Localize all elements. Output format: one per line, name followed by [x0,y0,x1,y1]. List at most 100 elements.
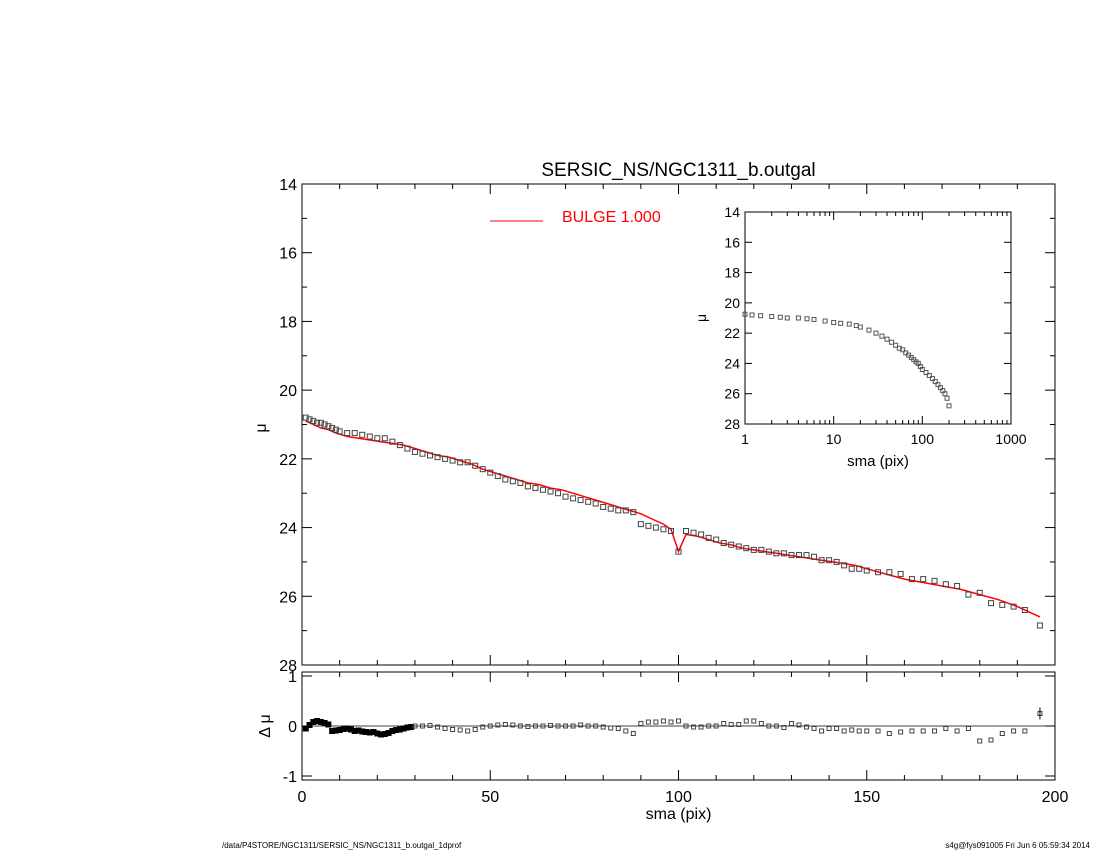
inset-x-tick-label: 100 [911,431,935,447]
residual-data-point [547,723,553,728]
residual-data-point [302,725,309,732]
residual-data-point [819,728,825,734]
inset-y-tick-label: 26 [724,386,740,402]
residual-data-point [932,728,938,734]
residual-data-point [555,723,561,729]
residual-panel: Δ μ sma (pix) -101 0 50 100 150 200 [257,669,1068,823]
residual-data-point [487,723,493,729]
data-point [720,540,727,547]
residual-data-point [472,727,478,732]
residual-data-point [638,721,644,726]
data-series [302,414,1043,629]
residual-ylabel: Δ μ [257,714,274,737]
data-point [735,543,742,550]
inset-panel: μ sma (pix) 14 16 18 20 22 24 26 28 1 10 100 1000 [693,204,1027,470]
residual-data-point [653,719,659,725]
main-ylabel: μ [253,423,270,432]
data-point [803,552,810,559]
data-point [555,490,562,497]
residual-data-point [804,724,810,730]
residual-data-point [585,723,591,729]
inset-y-tick-label: 18 [724,265,740,281]
main-panel: SERSIC_NS/NGC1311_b.outgal μ 14 16 18 20 22 2… [253,160,1056,675]
main-xlabel: sma (pix) [646,806,712,823]
inset-data-point [811,317,817,323]
residual-data-point [811,726,817,731]
data-point [472,462,479,469]
inset-x-ticks: 1 10 100 1000 [741,212,1027,447]
data-point [359,431,366,438]
data-point [728,541,735,548]
inset-y-tick-label: 16 [724,234,740,250]
residual-data-point [698,724,704,730]
inset-data-point [795,315,801,321]
inset-data-point [873,330,879,336]
data-point [818,557,825,564]
residual-data-point [442,726,448,731]
inset-data-point [893,342,899,348]
data-point [942,581,949,588]
data-point [321,421,328,428]
residual-data-point [788,721,794,726]
residual-data-point [721,721,727,726]
residual-data-point [834,726,840,731]
data-point [833,558,840,565]
data-point [547,488,554,495]
residual-data-point [751,718,757,724]
residual-data-point [977,738,983,744]
inset-ylabel: μ [693,314,709,322]
residual-data-point [457,727,463,733]
data-point [667,528,674,535]
x-tick-label: 0 [298,789,307,806]
data-point [987,600,994,607]
residual-data-point [570,723,576,729]
data-point [675,548,682,555]
data-point [743,545,750,552]
data-point [464,459,471,466]
residual-data-point [502,722,508,727]
inset-data-point [926,373,932,379]
data-point [637,521,644,528]
inset-data-point [946,403,952,409]
residual-data-point [593,723,599,729]
data-point [630,509,637,516]
data-point [577,497,584,504]
data-point [863,567,870,574]
residual-data-point [856,728,862,734]
data-point [404,445,411,452]
data-point [698,531,705,538]
inset-data-point [758,313,764,319]
residual-data-point [540,723,546,729]
inset-data-point [923,370,929,376]
data-point [1036,622,1043,629]
residual-data-point [864,728,870,734]
data-point [329,424,336,431]
data-point [494,473,501,480]
data-point [780,550,787,557]
model-series [305,420,1041,618]
residual-data-point [608,725,614,731]
inset-x-tick-label: 1000 [995,431,1026,447]
data-point [773,550,780,557]
residual-data-point [1011,728,1017,734]
residual-data-point [841,728,847,734]
residual-data-point [450,727,456,732]
residual-data-point [578,722,584,728]
inset-data-point [929,376,935,382]
residual-y-ticks: -1 0 1 [283,669,1055,786]
data-point [381,435,388,442]
residual-data-point [943,726,949,731]
inset-y-tick-label: 22 [724,325,740,341]
data-point [713,536,720,543]
inset-data-point [919,366,925,372]
data-point [999,601,1006,608]
data-point [750,546,757,553]
data-point [457,459,464,466]
data-point [336,428,343,435]
data-point [660,526,667,533]
x-tick-label: 200 [1042,789,1069,806]
main-x-ticks [301,184,1056,665]
residual-data-point [758,721,764,726]
inset-data-point [900,347,906,353]
